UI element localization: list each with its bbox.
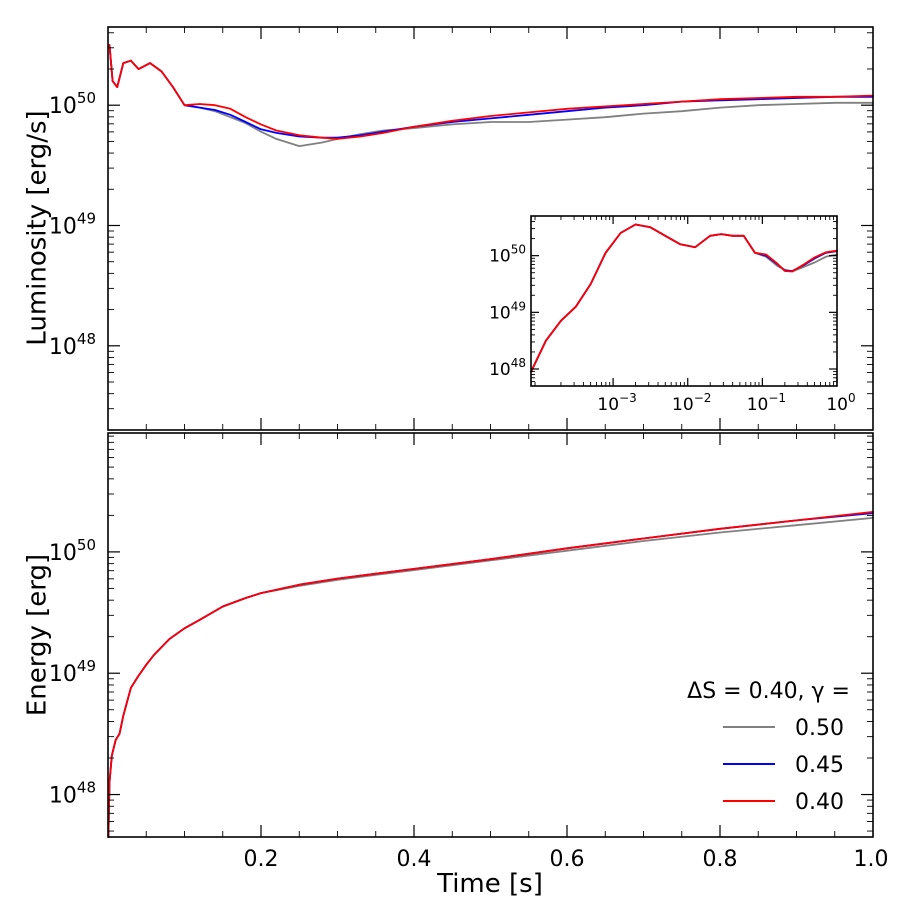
lum-ytick-label: 1049 <box>49 209 96 239</box>
energy-ytick-label-base: 10 <box>49 784 77 809</box>
inset-xtick-label-base: 10 <box>747 395 769 415</box>
inset-xtick-label: 10−1 <box>747 391 786 415</box>
energy-ytick-label-base: 10 <box>49 541 77 566</box>
energy-series-0-50 <box>107 517 874 838</box>
luminosity-series-0-45 <box>108 44 874 139</box>
energy-series-0-40 <box>107 511 874 838</box>
inset-ytick-label: 1050 <box>489 243 526 267</box>
energy-ytick-label: 1050 <box>49 536 96 566</box>
luminosity-axes-frame <box>107 26 874 431</box>
energy-ytick-label-exp: 48 <box>77 779 96 797</box>
energy-ytick-label-exp: 50 <box>77 536 96 554</box>
inset-xtick-label: 10−3 <box>597 391 636 415</box>
legend: ΔS = 0.40, γ = 0.50 0.45 0.40 <box>687 679 850 815</box>
inset-xtick-label-base: 10 <box>826 395 848 415</box>
energy-xtick-label: 0.8 <box>703 847 738 872</box>
inset-ytick-label: 1049 <box>489 299 526 323</box>
energy-xtick-label: 1.0 <box>854 847 889 872</box>
energy-x-tick-labels: 0.2 0.4 0.6 0.8 1.0 <box>244 847 889 872</box>
inset-axes-frame <box>530 215 838 387</box>
inset-xtick-label-exp: −1 <box>768 391 786 405</box>
inset-xtick-label-exp: −3 <box>619 391 637 405</box>
energy-ticks <box>108 433 873 837</box>
inset-ytick-label-exp: 48 <box>511 356 526 370</box>
legend-title: ΔS = 0.40, γ = <box>687 679 850 704</box>
legend-label: 0.40 <box>795 790 844 815</box>
lum-ytick-label-base: 10 <box>49 214 77 239</box>
energy-ytick-label: 1049 <box>49 657 96 687</box>
inset-background <box>531 216 837 386</box>
legend-label: 0.50 <box>795 716 844 741</box>
inset-xtick-label-base: 10 <box>672 395 694 415</box>
energy-ytick-label-base: 10 <box>49 662 77 687</box>
inset-ytick-label-base: 10 <box>489 303 511 323</box>
inset-lines <box>530 223 838 373</box>
lum-ytick-label-base: 10 <box>49 335 77 360</box>
inset-ytick-label-base: 10 <box>489 247 511 267</box>
legend-label: 0.45 <box>795 753 844 778</box>
lum-ytick-label: 1050 <box>49 89 96 119</box>
inset-xtick-label-exp: 0 <box>848 391 856 405</box>
inset-ytick-label-exp: 50 <box>511 243 526 257</box>
lum-ytick-label-base: 10 <box>49 94 77 119</box>
inset-xtick-label: 100 <box>826 391 855 415</box>
energy-xtick-label: 0.4 <box>397 847 432 872</box>
luminosity-series-0-40 <box>108 44 874 140</box>
luminosity-ticks <box>108 27 873 431</box>
inset-ytick-label-base: 10 <box>489 360 511 380</box>
energy-series-0-45 <box>107 512 874 838</box>
x-axis-label: Time [s] <box>436 869 543 899</box>
lum-ytick-label-exp: 49 <box>77 209 96 227</box>
luminosity-series-0-50 <box>108 44 874 147</box>
luminosity-lines <box>108 44 874 147</box>
inset-xtick-label-exp: −2 <box>694 391 712 405</box>
energy-ytick-label: 1048 <box>49 779 96 809</box>
energy-lines <box>107 511 874 838</box>
inset-ytick-label-exp: 49 <box>511 299 526 313</box>
luminosity-y-label: Luminosity [erg/s] <box>23 110 53 345</box>
inset-xtick-label: 10−2 <box>672 391 711 415</box>
lum-ytick-label: 1048 <box>49 330 96 360</box>
inset-ytick-label: 1048 <box>489 356 526 380</box>
energy-axes-frame <box>107 432 874 838</box>
inset-xtick-label-base: 10 <box>597 395 619 415</box>
lum-ytick-label-exp: 50 <box>77 89 96 107</box>
energy-ytick-label-exp: 49 <box>77 657 96 675</box>
energy-y-label: Energy [erg] <box>23 554 53 716</box>
energy-xtick-label: 0.6 <box>550 847 585 872</box>
lum-ytick-label-exp: 48 <box>77 330 96 348</box>
inset-series-0-40 <box>530 223 838 373</box>
energy-xtick-label: 0.2 <box>244 847 279 872</box>
legend-entries: 0.50 0.45 0.40 <box>723 716 844 815</box>
